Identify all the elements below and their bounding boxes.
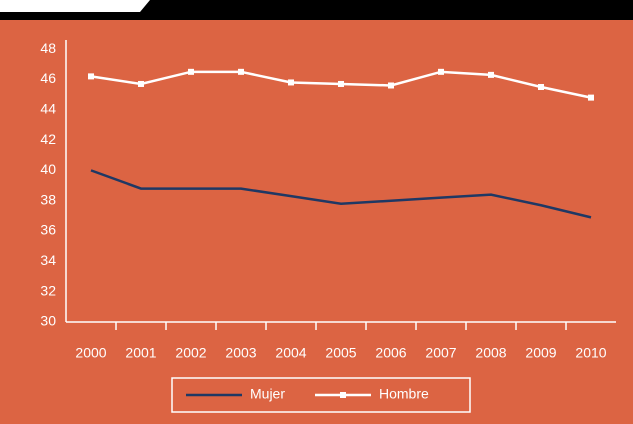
y-tick-label: 48 xyxy=(40,40,56,56)
x-tick-label: 2009 xyxy=(525,345,556,361)
x-tick-label: 2006 xyxy=(375,345,406,361)
legend-label: Hombre xyxy=(379,386,429,402)
y-tick-label: 42 xyxy=(40,131,56,147)
x-tick-label: 2003 xyxy=(225,345,256,361)
x-tick-label: 2002 xyxy=(175,345,206,361)
point-marker xyxy=(488,71,494,78)
top-tab xyxy=(0,0,150,12)
series-line xyxy=(90,169,592,219)
point-marker xyxy=(338,80,344,87)
x-tick-label: 2001 xyxy=(125,345,156,361)
y-tick-label: 40 xyxy=(40,161,56,177)
point-marker xyxy=(588,94,594,101)
point-marker xyxy=(538,84,544,90)
legend-box xyxy=(171,377,471,413)
legend-label: Mujer xyxy=(250,386,285,402)
top-band xyxy=(0,0,633,20)
point-marker xyxy=(188,68,194,75)
point-marker xyxy=(388,82,394,89)
point-marker xyxy=(238,68,244,75)
y-tick-label: 38 xyxy=(40,191,56,207)
point-marker xyxy=(138,80,144,87)
y-tick-label: 44 xyxy=(40,100,56,116)
x-tick-label: 2004 xyxy=(275,345,306,361)
y-tick-label: 30 xyxy=(40,313,56,329)
point-marker xyxy=(288,79,294,86)
point-marker xyxy=(88,73,94,80)
x-tick-label: 2010 xyxy=(575,345,606,361)
y-tick-label: 36 xyxy=(40,222,56,238)
point-marker xyxy=(438,68,444,75)
x-tick-label: 2005 xyxy=(325,345,356,361)
x-tick-label: 2000 xyxy=(75,345,106,361)
x-tick-label: 2008 xyxy=(475,345,506,361)
y-tick-label: 34 xyxy=(40,252,56,268)
x-tick-label: 2007 xyxy=(425,345,456,361)
y-tick-label: 46 xyxy=(40,70,56,86)
y-tick-label: 32 xyxy=(40,282,56,298)
legend-marker xyxy=(340,392,346,398)
